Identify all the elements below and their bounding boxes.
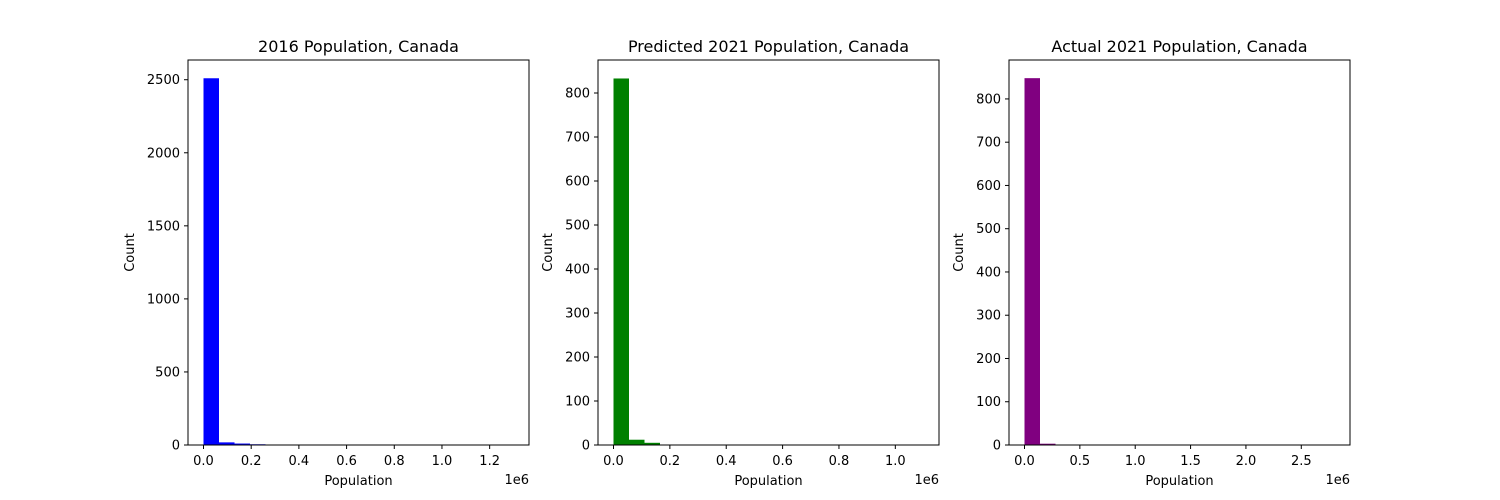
histogram-bar — [234, 443, 250, 445]
panel-2016: 2016 Population, Canada 0.0 0.2 0.4 0.6 0.8 1… — [123, 37, 530, 489]
y-tick-label: 800 — [565, 87, 590, 102]
y-tick-label: 2000 — [147, 146, 180, 161]
y-tick-label: 700 — [976, 136, 1001, 151]
panel-actual-2021: Actual 2021 Population, Canada 0.0 0.5 1.0… — [952, 37, 1351, 489]
y-tick-label: 0 — [582, 439, 590, 454]
x-offset-label: 1e6 — [504, 473, 529, 488]
y-tick-label: 200 — [976, 352, 1001, 367]
y-tick-label: 0 — [993, 439, 1001, 454]
y-tick-label: 0 — [172, 439, 180, 454]
x-tick-label: 1.2 — [479, 454, 500, 469]
y-tick-label: 100 — [976, 395, 1001, 410]
x-tick-label: 1.0 — [885, 454, 906, 469]
x-tick-label: 0.5 — [1070, 454, 1091, 469]
plot-frame — [1008, 59, 1351, 446]
x-tick-label: 0.0 — [193, 454, 214, 469]
x-tick-label: 1.0 — [1125, 454, 1146, 469]
plot-frame — [597, 59, 940, 446]
x-tick-label: 0.4 — [289, 454, 310, 469]
chart-title: Actual 2021 Population, Canada — [1051, 37, 1307, 56]
y-axis-label: Count — [541, 233, 556, 272]
histogram-bar — [613, 78, 629, 446]
x-tick-label: 0.8 — [384, 454, 405, 469]
y-tick-label: 100 — [565, 395, 590, 410]
y-tick-label: 300 — [976, 309, 1001, 324]
x-tick-label: 0.4 — [716, 454, 737, 469]
x-tick-label: 0.8 — [829, 454, 850, 469]
x-offset-label: 1e6 — [914, 473, 939, 488]
histogram-bar — [644, 442, 660, 445]
y-tick-label: 400 — [565, 263, 590, 278]
y-tick-label: 400 — [976, 265, 1001, 280]
histogram-bar — [1040, 443, 1056, 445]
y-tick-label: 600 — [976, 179, 1001, 194]
y-tick-label: 700 — [565, 131, 590, 146]
histogram-bar — [629, 439, 645, 445]
histogram-bar — [203, 78, 219, 445]
x-tick-label: 1.5 — [1180, 454, 1201, 469]
panel-predicted-2021: Predicted 2021 Population, Canada 0.0 0.2… — [541, 37, 940, 489]
histogram-bar — [219, 442, 235, 445]
x-tick-label: 0.6 — [772, 454, 793, 469]
y-tick-label: 200 — [565, 351, 590, 366]
y-axis-label: Count — [123, 233, 138, 272]
y-tick-label: 1500 — [147, 219, 180, 234]
x-tick-label: 0.2 — [241, 454, 262, 469]
y-tick-label: 300 — [565, 307, 590, 322]
y-tick-label: 500 — [155, 365, 180, 380]
plot-frame — [187, 59, 530, 446]
y-tick-label: 800 — [976, 92, 1001, 107]
x-tick-label: 0.0 — [603, 454, 624, 469]
x-tick-label: 0.0 — [1014, 454, 1035, 469]
y-tick-label: 2500 — [147, 73, 180, 88]
chart-title: 2016 Population, Canada — [258, 37, 459, 56]
y-tick-label: 500 — [976, 222, 1001, 237]
y-tick-label: 500 — [565, 219, 590, 234]
y-tick-label: 600 — [565, 175, 590, 190]
x-offset-label: 1e6 — [1325, 473, 1350, 488]
x-axis-label: Population — [1145, 474, 1213, 489]
x-axis-label: Population — [324, 474, 392, 489]
x-tick-label: 2.0 — [1236, 454, 1257, 469]
chart-title: Predicted 2021 Population, Canada — [628, 37, 909, 56]
x-tick-label: 0.2 — [660, 454, 681, 469]
x-tick-label: 2.5 — [1291, 454, 1312, 469]
x-tick-label: 1.0 — [432, 454, 453, 469]
x-axis-label: Population — [734, 474, 802, 489]
x-tick-label: 0.6 — [336, 454, 357, 469]
y-tick-label: 1000 — [147, 292, 180, 307]
y-axis-label: Count — [952, 233, 967, 272]
histogram-bar — [1024, 78, 1040, 445]
